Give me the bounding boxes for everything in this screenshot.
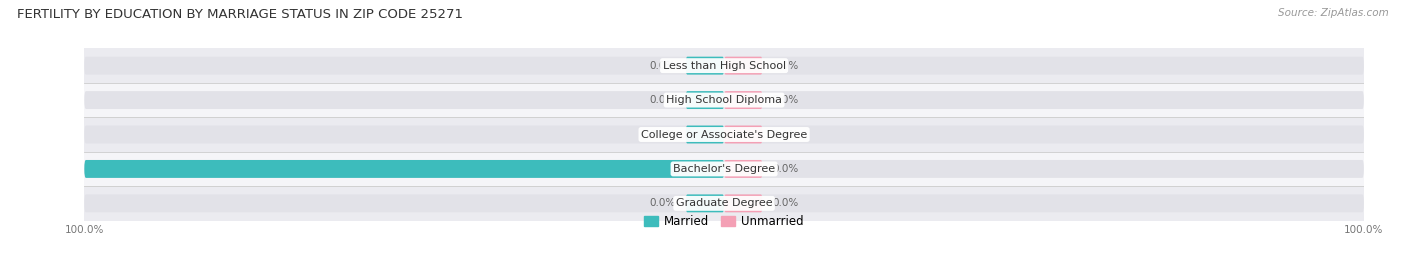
FancyBboxPatch shape	[84, 194, 1364, 212]
FancyBboxPatch shape	[84, 160, 1364, 178]
Bar	[84, 117, 1364, 152]
Text: FERTILITY BY EDUCATION BY MARRIAGE STATUS IN ZIP CODE 25271: FERTILITY BY EDUCATION BY MARRIAGE STATU…	[17, 8, 463, 21]
Legend: Married, Unmarried: Married, Unmarried	[644, 215, 804, 228]
Text: College or Associate's Degree: College or Associate's Degree	[641, 129, 807, 140]
FancyBboxPatch shape	[686, 126, 724, 143]
FancyBboxPatch shape	[686, 194, 724, 212]
FancyBboxPatch shape	[686, 91, 724, 109]
Text: 100.0%: 100.0%	[31, 164, 75, 174]
Text: Bachelor's Degree: Bachelor's Degree	[673, 164, 775, 174]
Bar	[84, 83, 1364, 117]
FancyBboxPatch shape	[724, 91, 762, 109]
Text: 0.0%: 0.0%	[772, 129, 799, 140]
FancyBboxPatch shape	[724, 57, 762, 75]
Text: 0.0%: 0.0%	[650, 198, 676, 208]
Bar	[84, 152, 1364, 186]
Text: 0.0%: 0.0%	[772, 164, 799, 174]
Text: High School Diploma: High School Diploma	[666, 95, 782, 105]
Text: Less than High School: Less than High School	[662, 61, 786, 71]
Bar	[84, 48, 1364, 83]
Text: 0.0%: 0.0%	[650, 95, 676, 105]
Text: 0.0%: 0.0%	[772, 198, 799, 208]
FancyBboxPatch shape	[84, 91, 1364, 109]
Text: Graduate Degree: Graduate Degree	[676, 198, 772, 208]
FancyBboxPatch shape	[724, 194, 762, 212]
Bar	[84, 186, 1364, 221]
FancyBboxPatch shape	[84, 57, 1364, 75]
Text: Source: ZipAtlas.com: Source: ZipAtlas.com	[1278, 8, 1389, 18]
Text: 0.0%: 0.0%	[650, 61, 676, 71]
FancyBboxPatch shape	[724, 126, 762, 143]
Text: 0.0%: 0.0%	[772, 61, 799, 71]
FancyBboxPatch shape	[724, 160, 762, 178]
FancyBboxPatch shape	[84, 126, 1364, 143]
FancyBboxPatch shape	[84, 160, 724, 178]
FancyBboxPatch shape	[686, 57, 724, 75]
Text: 0.0%: 0.0%	[772, 95, 799, 105]
Text: 0.0%: 0.0%	[650, 129, 676, 140]
